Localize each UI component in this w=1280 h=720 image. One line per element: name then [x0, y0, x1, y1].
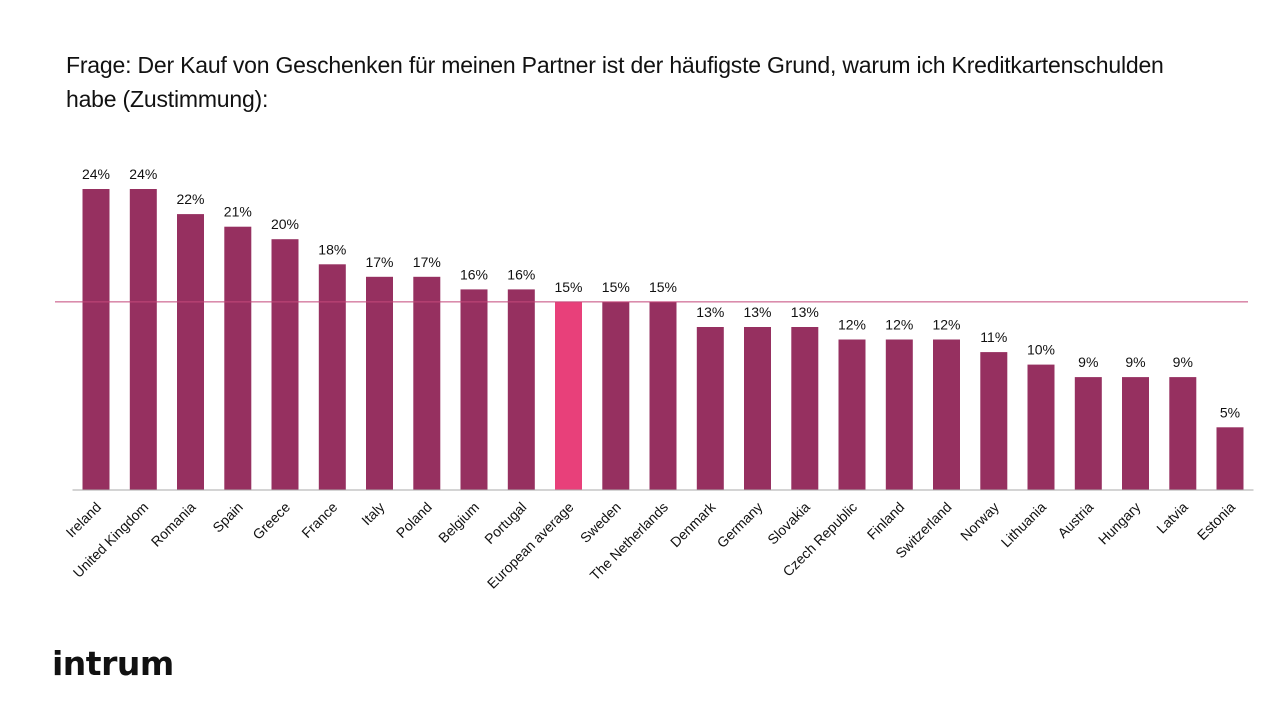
- value-label: 12%: [885, 317, 913, 333]
- bar-estonia: [1216, 427, 1244, 490]
- category-label: Poland: [393, 499, 435, 541]
- category-label: Greece: [249, 499, 293, 543]
- category-label: Sweden: [577, 499, 624, 546]
- category-label: Romania: [148, 499, 199, 550]
- value-label: 12%: [838, 317, 866, 333]
- bar-poland: [413, 276, 441, 490]
- bar-portugal: [507, 289, 535, 490]
- bar-spain: [224, 226, 252, 490]
- bar-united-kingdom: [129, 189, 157, 490]
- category-label: Spain: [209, 499, 246, 536]
- intrum-logo: intrum: [52, 644, 174, 683]
- bar-italy: [366, 276, 393, 490]
- value-label: 12%: [932, 317, 960, 333]
- bar-norway: [980, 352, 1008, 490]
- bar-hungary: [1122, 377, 1149, 490]
- bar-latvia: [1169, 377, 1197, 490]
- value-label: 13%: [791, 304, 819, 320]
- bar-france: [318, 264, 346, 490]
- value-label: 9%: [1173, 354, 1193, 370]
- value-label: 11%: [980, 329, 1007, 345]
- value-label: 22%: [176, 191, 204, 207]
- bar-european-average: [555, 301, 582, 490]
- category-label: Ireland: [63, 499, 105, 541]
- category-label: European average: [484, 499, 577, 592]
- category-label: Austria: [1054, 499, 1096, 541]
- bar-the-netherlands: [649, 301, 677, 490]
- value-label: 13%: [743, 304, 771, 320]
- category-label: Slovakia: [764, 499, 813, 548]
- value-label: 5%: [1220, 404, 1240, 420]
- bar-lithuania: [1027, 364, 1055, 490]
- bar-czech-republic: [838, 339, 866, 490]
- category-label: Norway: [957, 499, 1002, 544]
- value-label: 13%: [696, 304, 724, 320]
- bar-ireland: [82, 189, 110, 490]
- value-label: 10%: [1027, 342, 1055, 358]
- bar-greece: [271, 239, 299, 490]
- category-label: Belgium: [435, 499, 482, 546]
- category-label: Estonia: [1194, 499, 1238, 543]
- bar-slovakia: [791, 327, 819, 490]
- bar-finland: [885, 339, 913, 490]
- value-label: 9%: [1125, 354, 1145, 370]
- value-label: 15%: [554, 279, 582, 295]
- value-label: 21%: [224, 204, 252, 220]
- value-label: 17%: [413, 254, 441, 270]
- value-label: 16%: [460, 266, 488, 282]
- bar-denmark: [696, 327, 724, 490]
- value-label: 24%: [129, 166, 157, 182]
- bar-sweden: [602, 301, 630, 490]
- category-label: France: [298, 499, 340, 541]
- value-label: 18%: [318, 241, 346, 257]
- chart-title: Frage: Der Kauf von Geschenken für meine…: [66, 52, 1164, 112]
- bar-austria: [1074, 377, 1102, 490]
- category-label: Hungary: [1095, 499, 1144, 548]
- value-label: 17%: [365, 254, 393, 270]
- value-label: 16%: [507, 266, 535, 282]
- bars-layer: [82, 189, 1244, 490]
- category-label: Lithuania: [998, 499, 1050, 551]
- category-label: Germany: [714, 499, 766, 551]
- bar-belgium: [460, 289, 488, 490]
- value-label: 15%: [649, 279, 677, 295]
- category-label: Latvia: [1153, 499, 1191, 537]
- bar-switzerland: [933, 339, 960, 490]
- bar-romania: [177, 214, 204, 490]
- value-labels-layer: 24% 24% 22% 21% 20% 18% 17% 17% 16% 16% 15% 15% 15% 1…: [82, 166, 1240, 420]
- value-label: 9%: [1078, 354, 1098, 370]
- category-label: Italy: [358, 499, 387, 528]
- value-label: 15%: [602, 279, 630, 295]
- value-label: 24%: [82, 166, 110, 182]
- bar-germany: [744, 327, 771, 490]
- category-label: Denmark: [667, 498, 719, 550]
- category-label: Finland: [864, 499, 908, 543]
- value-label: 20%: [271, 216, 299, 232]
- category-label: Portugal: [481, 499, 529, 547]
